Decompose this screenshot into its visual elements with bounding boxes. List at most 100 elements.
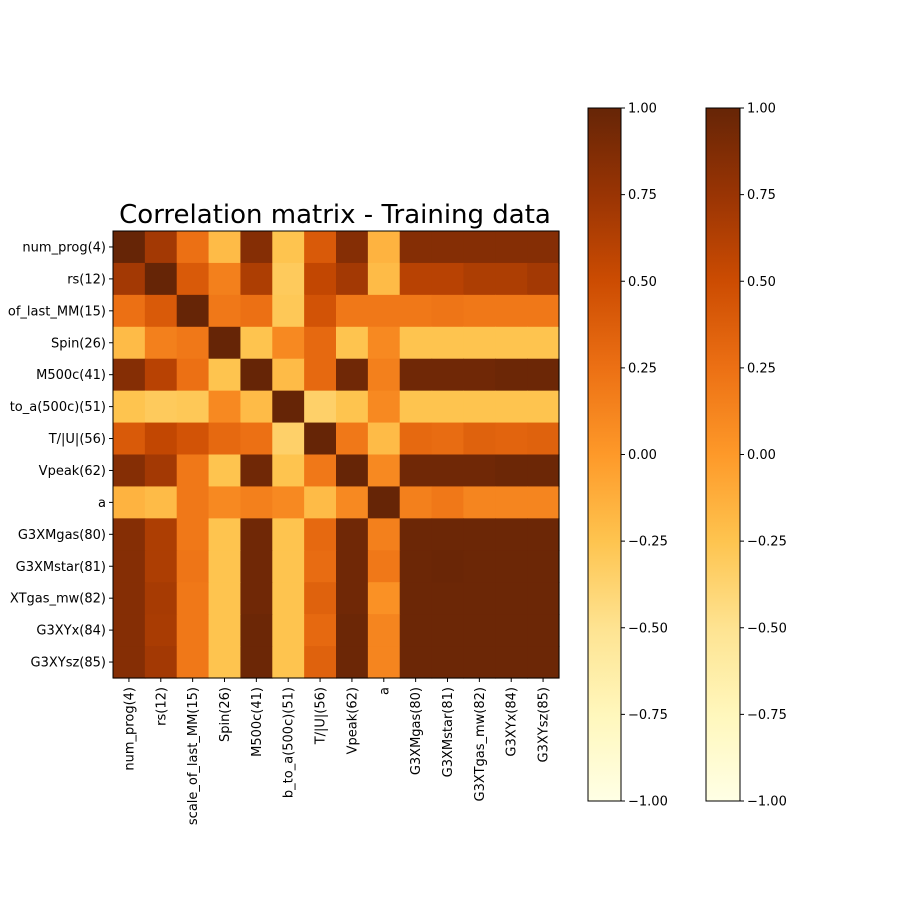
colorbar-tick-label: 0.75 — [628, 188, 657, 203]
column-label: rs(12) — [154, 687, 169, 726]
heatmap-cell — [304, 486, 337, 519]
heatmap-cell — [113, 518, 146, 551]
colorbar-2-gradient — [706, 108, 740, 801]
heatmap-cell — [495, 422, 528, 456]
row-label: G3XMgas(80) — [18, 528, 106, 543]
heatmap-cell — [527, 390, 560, 424]
heatmap-cell — [399, 231, 433, 264]
heatmap-cell — [113, 262, 146, 296]
heatmap-cell — [304, 390, 337, 424]
heatmap-cell — [495, 518, 528, 551]
heatmap-cell — [336, 582, 369, 615]
heatmap-cell — [208, 294, 242, 328]
heatmap-cell — [399, 390, 433, 424]
heatmap-cell — [399, 486, 433, 519]
heatmap-cell — [336, 646, 369, 679]
heatmap-cell — [176, 294, 210, 328]
heatmap-cell — [144, 486, 178, 519]
heatmap-cell — [176, 454, 210, 488]
heatmap-cell — [336, 614, 369, 647]
heatmap-cell — [208, 582, 242, 615]
heatmap-cell — [431, 518, 465, 551]
heatmap-cell — [176, 358, 210, 392]
column-label: Vpeak(62) — [345, 687, 360, 754]
heatmap-cell — [399, 294, 433, 328]
heatmap-cell — [431, 454, 465, 488]
heatmap-cell — [431, 550, 465, 583]
heatmap-cell — [367, 614, 401, 647]
heatmap-cell — [367, 262, 401, 296]
heatmap-cell — [208, 518, 242, 551]
heatmap-cell — [399, 646, 433, 679]
heatmap-cell — [367, 518, 401, 551]
heatmap-cell — [208, 486, 242, 519]
heatmap-cell — [463, 454, 496, 488]
colorbar-tick-label: −0.25 — [747, 535, 787, 550]
heatmap-cell — [113, 326, 146, 360]
heatmap-cell — [431, 582, 465, 615]
heatmap-cell — [176, 390, 210, 424]
heatmap-cell — [304, 454, 337, 488]
heatmap-cell — [399, 454, 433, 488]
heatmap-cell — [304, 326, 337, 360]
heatmap-cell — [463, 614, 496, 647]
colorbar-1-gradient — [588, 108, 621, 801]
heatmap-cell — [176, 486, 210, 519]
heatmap-cell — [495, 390, 528, 424]
column-label: num_prog(4) — [122, 687, 137, 771]
heatmap-cell — [367, 390, 401, 424]
heatmap-cell — [176, 231, 210, 264]
row-label: G3XYsz(85) — [31, 656, 106, 671]
heatmap-cell — [304, 550, 337, 583]
heatmap-cell — [208, 262, 242, 296]
row-label: of_last_MM(15) — [8, 304, 106, 319]
heatmap-cell — [144, 646, 178, 679]
heatmap-cell — [113, 550, 146, 583]
heatmap-cell — [208, 231, 242, 264]
heatmap-cell — [463, 646, 496, 679]
heatmap-cell — [272, 614, 305, 647]
heatmap-cell — [336, 390, 369, 424]
heatmap-cell — [367, 358, 401, 392]
column-labels: num_prog(4) rs(12) scale_of_last_MM(15) Spi… — [122, 678, 552, 825]
colorbar-tick-label: 0.25 — [628, 361, 657, 376]
colorbar-tick-label: −1.00 — [747, 795, 787, 810]
heatmap-cell — [463, 518, 496, 551]
chart-title: Correlation matrix - Training data — [119, 200, 551, 230]
heatmap-cell — [113, 294, 146, 328]
heatmap-cell — [336, 358, 369, 392]
colorbar-tick-label: 1.00 — [747, 102, 776, 117]
heatmap-cell — [113, 422, 146, 456]
heatmap-cell — [113, 390, 146, 424]
row-label: rs(12) — [67, 272, 106, 287]
heatmap-cell — [208, 422, 242, 456]
heatmap-cell — [367, 422, 401, 456]
heatmap-cell — [399, 614, 433, 647]
row-labels: num_prog(4) rs(12) of_last_MM(15) Spin(26) M… — [8, 240, 113, 671]
heatmap-cell — [527, 231, 560, 264]
row-label: G3XYx(84) — [36, 624, 106, 639]
heatmap-cell — [240, 550, 273, 583]
heatmap-cell — [495, 486, 528, 519]
heatmap-cell — [176, 646, 210, 679]
heatmap — [113, 231, 560, 679]
heatmap-cell — [527, 326, 560, 360]
heatmap-cell — [399, 358, 433, 392]
column-label: a — [377, 687, 392, 695]
colorbar-tick-label: −0.75 — [628, 708, 668, 723]
heatmap-cell — [527, 518, 560, 551]
heatmap-cell — [431, 486, 465, 519]
heatmap-cell — [304, 294, 337, 328]
heatmap-cell — [240, 326, 273, 360]
column-label: G3XMgas(80) — [409, 687, 424, 775]
heatmap-cell — [463, 582, 496, 615]
heatmap-cell — [495, 231, 528, 264]
heatmap-cell — [113, 231, 146, 264]
heatmap-cell — [527, 582, 560, 615]
row-label: num_prog(4) — [22, 240, 106, 255]
heatmap-cell — [431, 294, 465, 328]
heatmap-cell — [431, 614, 465, 647]
colorbar-tick-label: −0.75 — [747, 708, 787, 723]
column-label: Spin(26) — [218, 687, 233, 742]
heatmap-cell — [431, 646, 465, 679]
